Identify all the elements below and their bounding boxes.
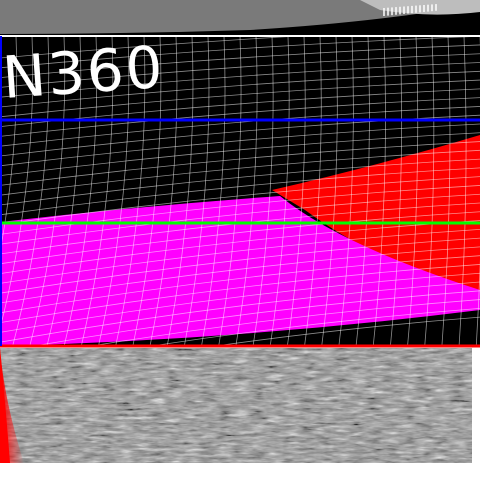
grid-line — [321, 36, 338, 346]
grid-line — [407, 36, 419, 346]
grid-line — [0, 211, 480, 265]
top-grey-band — [0, 0, 480, 37]
grid-line — [0, 193, 480, 245]
grid-line — [338, 36, 354, 346]
grid-line — [148, 307, 480, 346]
grid-line — [0, 44, 480, 78]
grid-line — [252, 36, 274, 346]
grid-line — [0, 62, 480, 98]
grid-line — [0, 281, 480, 343]
grid-line — [201, 36, 226, 346]
grid-line — [12, 36, 50, 346]
grid-line — [0, 53, 480, 88]
brand-text: N360 — [0, 33, 166, 112]
grid-line — [31, 290, 480, 346]
grid-line — [286, 36, 306, 346]
grid-line — [441, 36, 451, 346]
grid-line — [458, 36, 467, 346]
grid-line — [0, 264, 480, 323]
grid-line — [0, 272, 480, 333]
curved-grid — [0, 36, 480, 346]
grid-line — [0, 36, 34, 331]
grid-line — [424, 36, 435, 346]
grid-line — [0, 185, 480, 235]
grid-line — [0, 176, 480, 225]
grid-line — [0, 97, 480, 137]
grid-line — [183, 36, 210, 346]
grid-line — [0, 149, 480, 196]
grid-line — [0, 220, 480, 274]
noise-texture-strip — [0, 348, 472, 463]
grid-line — [0, 70, 480, 108]
grid-line — [63, 36, 98, 346]
grid-line — [0, 141, 480, 186]
red-region — [272, 135, 480, 292]
grid-line — [115, 36, 146, 346]
grid-line — [98, 36, 130, 346]
grid-line — [372, 36, 386, 346]
grid-line — [235, 36, 258, 346]
grid-line — [0, 106, 480, 147]
grid-line — [304, 36, 322, 346]
grid-line — [0, 167, 480, 216]
grid-line — [0, 36, 18, 254]
grid-line — [0, 255, 480, 314]
grid-line — [0, 158, 480, 206]
grid-line — [218, 36, 242, 346]
grid-line — [80, 36, 114, 346]
grid-line — [149, 36, 178, 346]
grid-line — [0, 228, 480, 284]
grid-line — [269, 36, 290, 346]
grid-line — [88, 299, 480, 346]
grid-line — [355, 36, 370, 346]
grid-line — [46, 36, 82, 346]
grid-line — [475, 36, 480, 346]
grid-line — [389, 36, 403, 346]
grid-line — [166, 36, 194, 346]
grid-line — [29, 36, 66, 346]
grid-line — [0, 79, 480, 118]
grid-line — [132, 36, 162, 346]
grid-line — [0, 36, 480, 69]
top-band-hatch — [383, 4, 437, 16]
grid-line — [212, 316, 480, 346]
